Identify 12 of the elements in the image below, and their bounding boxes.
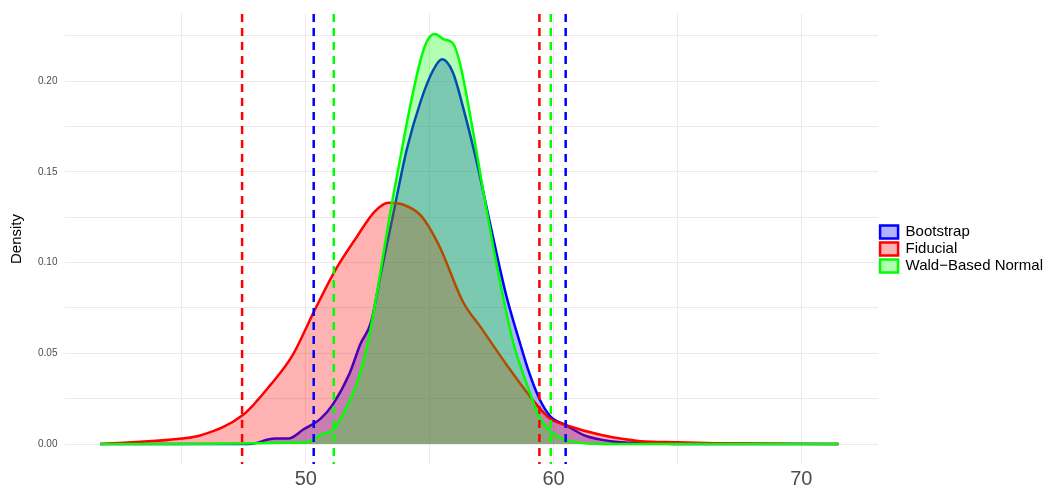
y-tick-label: 0.10 — [37, 256, 58, 268]
x-tick-label: 70 — [790, 466, 813, 489]
y-tick-label: 0.20 — [37, 74, 58, 86]
y-axis-title: Density — [7, 213, 25, 265]
y-tick-label: 0.00 — [37, 437, 58, 449]
legend-label: Bootstrap — [905, 222, 970, 240]
legend-label: Wald−Based Normal — [905, 256, 1043, 274]
x-tick-label: 50 — [294, 466, 317, 489]
legend-label: Fiducial — [905, 239, 958, 257]
y-tick-label: 0.05 — [37, 347, 58, 359]
x-tick-label: 60 — [542, 466, 565, 489]
y-tick-label: 0.15 — [37, 165, 58, 177]
